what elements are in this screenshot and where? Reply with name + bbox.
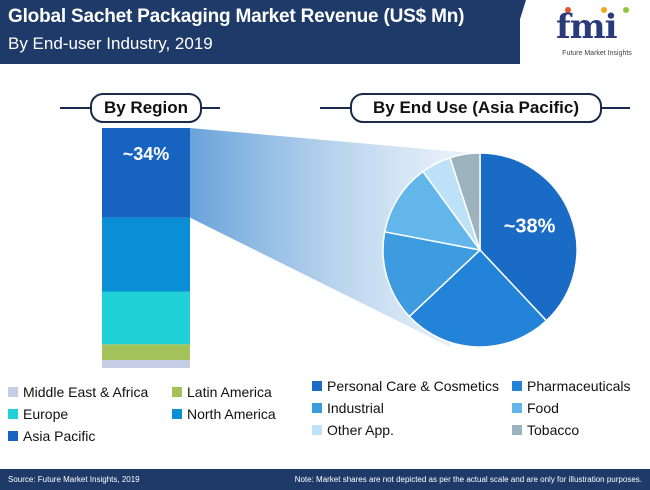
source-text: Source: Future Market Insights, 2019: [8, 475, 140, 484]
enduse-legend-item-industrial: Industrial: [312, 400, 384, 416]
bar-segment-middle-east-and-africa: [102, 360, 190, 368]
logo-letters: fmi: [556, 7, 618, 47]
legend-swatch: [512, 425, 522, 435]
legend-label: Personal Care & Cosmetics: [327, 378, 499, 394]
region-chart-title-text: By Region: [103, 98, 189, 117]
legend-swatch: [512, 403, 522, 413]
legend-label: Asia Pacific: [23, 428, 96, 444]
legend-label: Europe: [23, 406, 69, 422]
bar-segment-latin-america: [102, 344, 190, 361]
legend-swatch: [172, 409, 182, 419]
legend-label: Tobacco: [527, 422, 580, 438]
bar-segment-europe: [102, 291, 190, 345]
pie-chart: ~38%: [382, 152, 578, 348]
region-legend-item-europe: Europe: [8, 406, 68, 422]
region-title-line-left: [60, 107, 90, 109]
legend-label: Food: [527, 400, 559, 416]
legend-swatch: [8, 409, 18, 419]
page-subtitle: By End-user Industry, 2019: [8, 34, 213, 53]
region-legend-item-middle-east-and-africa: Middle East & Africa: [8, 384, 148, 400]
enduse-legend-item-other-app: Other App.: [312, 422, 394, 438]
legend-swatch: [172, 387, 182, 397]
legend-label: Pharmaceuticals: [527, 378, 631, 394]
legend-swatch: [312, 425, 322, 435]
pie-slice-tobacco: [449, 152, 481, 251]
note-text: Note: Market shares are not depicted as …: [294, 475, 642, 484]
enduse-legend-item-tobacco: Tobacco: [512, 422, 579, 438]
legend-swatch: [8, 387, 18, 397]
region-legend-item-latin-america: Latin America: [172, 384, 272, 400]
pie-slice-food: [383, 170, 482, 252]
bar-segment-asia-pacific: [102, 128, 190, 218]
enduse-title-line-left: [320, 107, 350, 109]
region-title-line-right: [202, 107, 220, 109]
bar-segment-north-america: [102, 217, 190, 292]
region-legend-item-north-america: North America: [172, 406, 276, 422]
legend-label: North America: [187, 406, 276, 422]
legend-label: Middle East & Africa: [23, 384, 149, 400]
pie-slice-industrial: [382, 230, 482, 318]
region-legend-item-asia-pacific: Asia Pacific: [8, 428, 95, 444]
pie-slice-pharmaceuticals: [408, 248, 548, 348]
legend-swatch: [312, 381, 322, 391]
page-title: Global Sachet Packaging Market Revenue (…: [8, 6, 465, 27]
fmi-logo: fmi Future Market Insights: [548, 4, 646, 62]
footer-bar: Source: Future Market Insights, 2019 Not…: [0, 469, 650, 490]
pie-annotation-personal-care-and-cosmetics: ~38%: [504, 215, 556, 237]
legend-label: Latin America: [187, 384, 272, 400]
header-slant: [506, 0, 526, 64]
enduse-legend-item-food: Food: [512, 400, 559, 416]
stacked-bar: ~34%: [102, 128, 190, 368]
legend-swatch: [8, 431, 18, 441]
region-chart-title: By Region: [90, 93, 202, 123]
chart-canvas: ~34% ~38%: [102, 128, 578, 368]
logo-dots-icon: [565, 7, 629, 13]
enduse-chart-title-text: By End Use (Asia Pacific): [373, 98, 579, 117]
legend-label: Industrial: [327, 400, 384, 416]
bar-annotation-asia-pacific: ~34%: [123, 144, 170, 164]
enduse-legend-item-personal-care-and-cosmetics: Personal Care & Cosmetics: [312, 378, 499, 394]
legend-label: Other App.: [327, 422, 394, 438]
enduse-title-line-right: [602, 107, 630, 109]
legend-swatch: [512, 381, 522, 391]
legend-swatch: [312, 403, 322, 413]
enduse-legend-item-pharmaceuticals: Pharmaceuticals: [512, 378, 631, 394]
pie-slice-personal-care-and-cosmetics: [479, 152, 578, 322]
logo-tagline: Future Market Insights: [562, 50, 632, 57]
enduse-chart-title: By End Use (Asia Pacific): [350, 93, 602, 123]
